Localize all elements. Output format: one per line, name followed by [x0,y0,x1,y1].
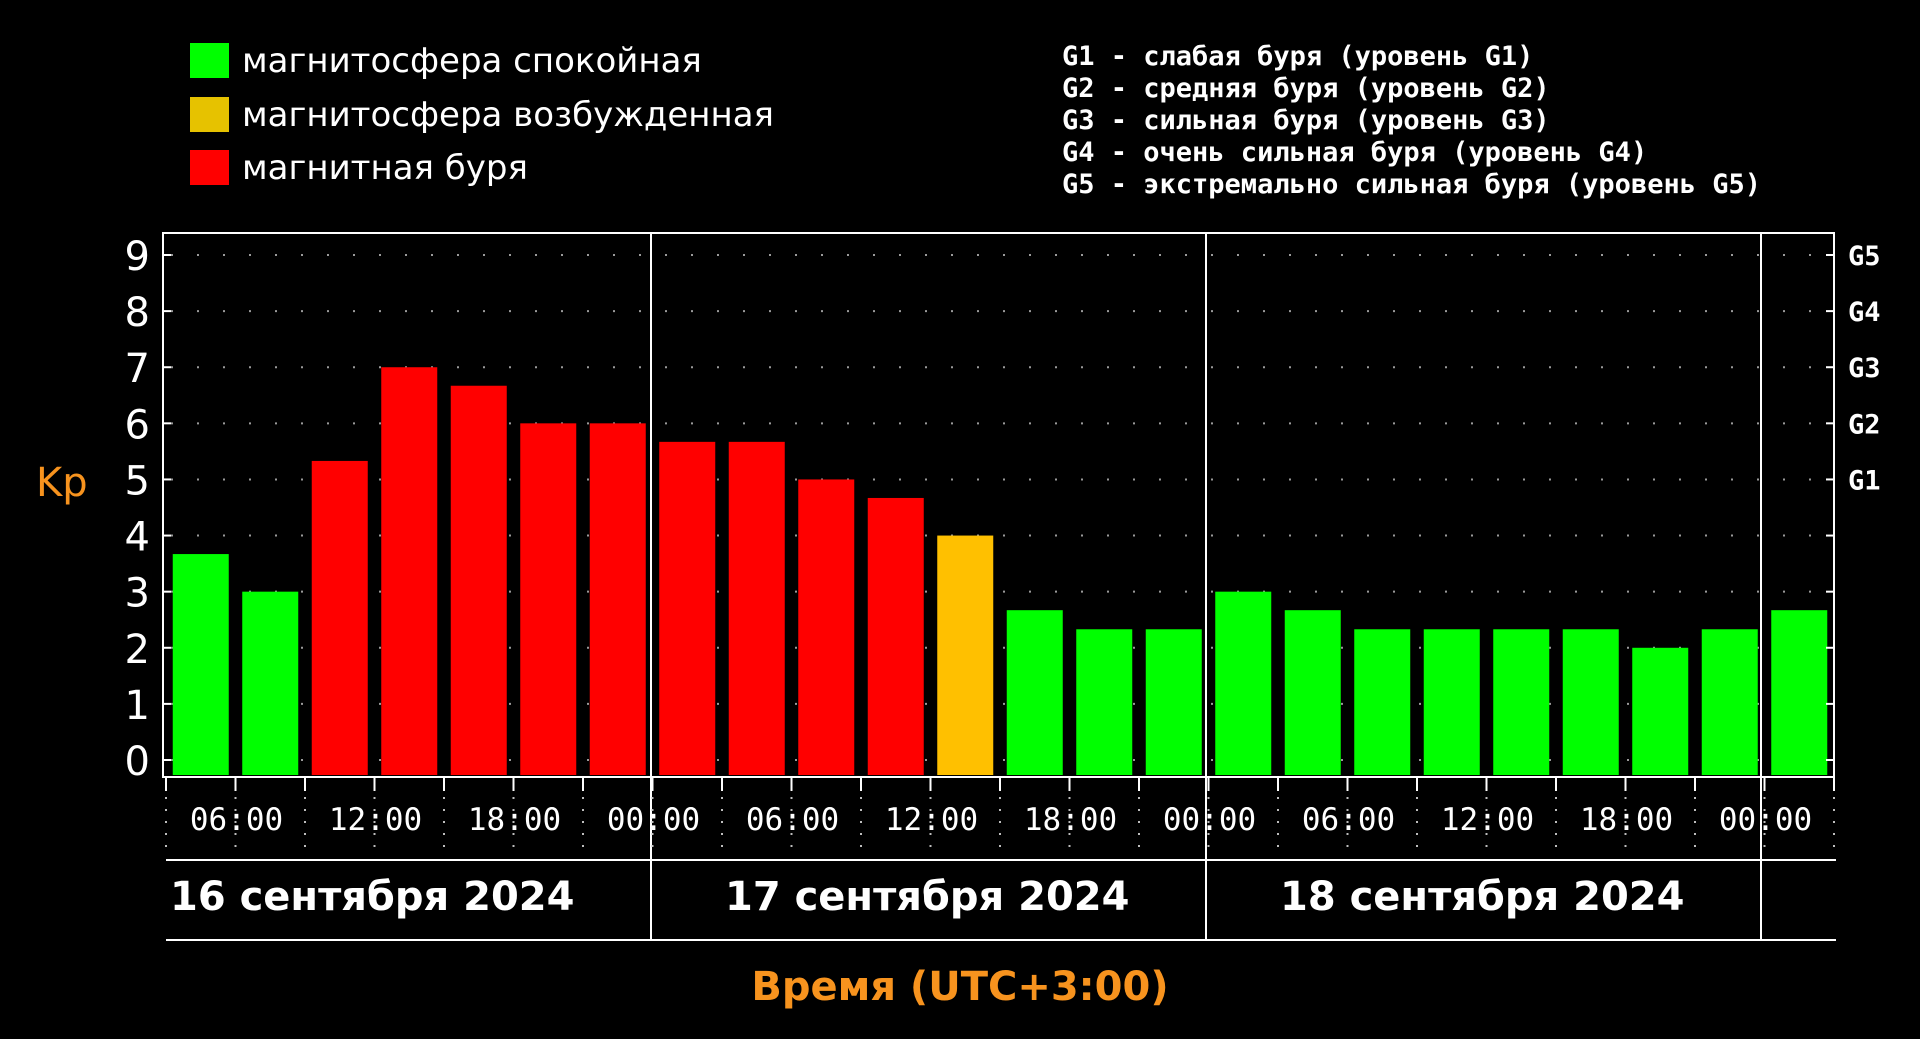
y-tick-label: 3 [125,571,150,617]
kp-bar [311,460,368,775]
kp-bar [1145,629,1202,775]
g-tick-label: G4 [1848,297,1881,328]
x-tick-label: 12:00 [1441,802,1534,838]
y-tick-label: 4 [125,515,150,561]
y-axis-label: Kp [36,460,88,506]
kp-bar [450,385,507,775]
kp-bar [1771,610,1828,775]
kp-bar [937,535,994,775]
x-tick-label: 06:00 [1302,802,1395,838]
kp-bar [381,367,438,775]
legend-swatch-active [190,97,229,132]
legend-label-quiet: магнитосфера спокойная [242,41,702,81]
legend-label-storm: магнитная буря [242,148,528,188]
y-tick-label: 0 [125,739,150,785]
x-tick-label: 00:00 [1163,802,1256,838]
g-level-1: G1 - слабая буря (уровень G1) [1062,41,1533,72]
y-tick-label: 6 [125,402,150,448]
date-label: 17 сентября 2024 [725,874,1129,920]
date-labels: 16 сентября 2024 17 сентября 2024 18 сентя… [170,874,1684,920]
y-tick-label: 1 [125,683,150,729]
g-tick-label: G5 [1848,241,1881,272]
g-level-3: G3 - сильная буря (уровень G3) [1062,105,1550,136]
x-tick-label: 12:00 [329,802,422,838]
y-tick-label: 2 [125,627,150,673]
x-tick-label: 18:00 [1580,802,1673,838]
g-level-4: G4 - очень сильная буря (уровень G4) [1062,137,1647,168]
kp-bar [1493,629,1550,775]
x-tick-label: 06:00 [746,802,839,838]
kp-bar [1284,610,1341,775]
x-tick-label: 06:00 [190,802,283,838]
kp-bar [589,423,646,775]
legend: магнитосфера спокойная магнитосфера возб… [190,41,774,188]
date-label: 16 сентября 2024 [170,874,574,920]
kp-bar [798,479,855,775]
kp-bar [242,591,299,775]
g-tick-label: G1 [1848,465,1881,496]
y-tick-label: 8 [125,290,150,336]
x-tick-label: 12:00 [885,802,978,838]
kp-bar [1006,610,1063,775]
kp-bar [728,441,785,775]
y-tick-label: 7 [125,346,150,392]
y-tick-label: 5 [125,458,150,504]
g-level-legend: G1 - слабая буря (уровень G1) G2 - средн… [1062,41,1761,200]
x-tick-label: 18:00 [468,802,561,838]
x-tick-label: 00:00 [607,802,700,838]
g-tick-label: G2 [1848,409,1881,440]
kp-bar [1562,629,1619,775]
legend-swatch-storm [190,150,229,185]
kp-bar [867,497,924,775]
g-tick-label: G3 [1848,353,1881,384]
kp-bar [1354,629,1411,775]
legend-swatch-quiet [190,43,229,78]
g-axis-ticks: G1 G2 G3 G4 G5 [1848,241,1881,496]
kp-bar [1076,629,1133,775]
g-level-5: G5 - экстремально сильная буря (уровень … [1062,169,1761,200]
legend-label-active: магнитосфера возбужденная [242,95,774,135]
kp-bar [659,441,716,775]
x-axis-label: Время (UTC+3:00) [751,964,1168,1010]
bars [172,367,1828,775]
x-axis-ticks: 06:00 12:00 18:00 00:00 06:00 12:00 18:00 00:00… [190,802,1812,838]
plot-frame [162,232,1836,941]
y-tick-label: 9 [125,234,150,280]
plot-border [162,232,1835,778]
kp-bar [520,423,577,775]
kp-bar [172,554,229,775]
x-tick-label: 18:00 [1024,802,1117,838]
kp-bar [1632,647,1689,775]
date-label: 18 сентября 2024 [1280,874,1684,920]
x-tick-label: 00:00 [1719,802,1812,838]
kp-bar [1701,629,1758,775]
kp-bar [1215,591,1272,775]
kp-bar [1423,629,1480,775]
grid [171,254,1826,761]
y-axis-ticks: 0 1 2 3 4 5 6 7 8 9 [125,234,150,785]
g-level-2: G2 - средняя буря (уровень G2) [1062,73,1550,104]
